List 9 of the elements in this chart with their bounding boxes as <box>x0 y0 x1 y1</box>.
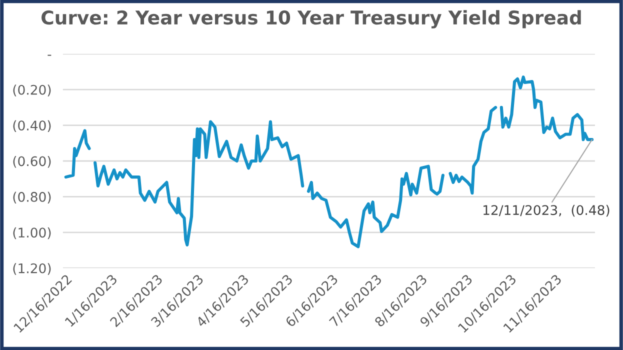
y-tick-label: (0.20) <box>13 84 51 96</box>
y-tick-label: (0.60) <box>13 156 51 168</box>
y-tick-label: (1.20) <box>13 263 51 275</box>
annotation: 12/11/2023, (0.48) <box>484 204 610 217</box>
y-tick-label: - <box>48 54 52 56</box>
y-tick-label: (1.00) <box>13 227 51 240</box>
y-tick-label: (0.40) <box>13 120 51 132</box>
y-tick-label: (0.80) <box>13 192 51 204</box>
chart-title: Curve: 2 Year versus 10 Year Treasury Yield Spread <box>42 10 581 28</box>
